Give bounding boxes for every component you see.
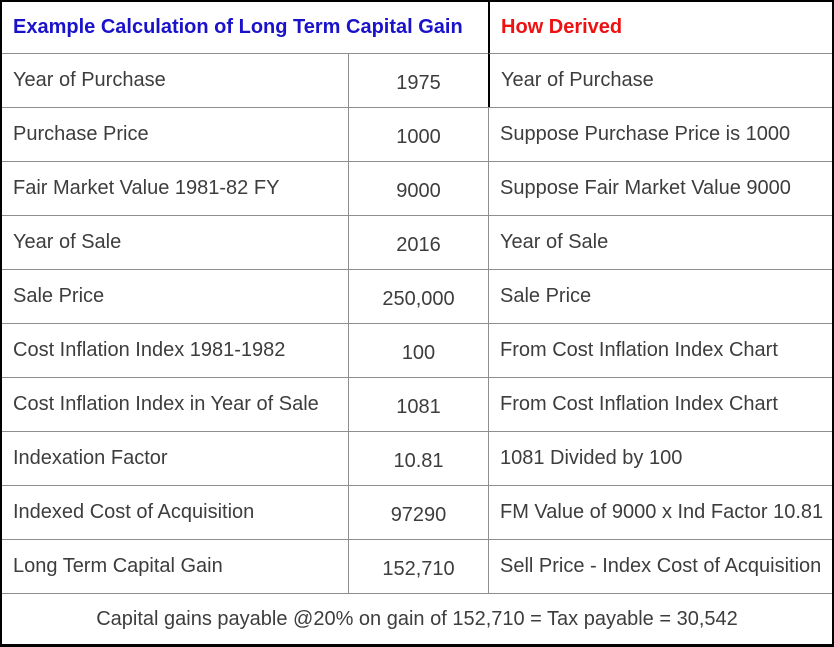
footer-note: Capital gains payable @20% on gain of 15…: [2, 593, 832, 644]
row-derived: Sell Price - Index Cost of Acquisition: [488, 539, 832, 593]
row-label: Fair Market Value 1981-82 FY: [2, 161, 348, 215]
row-value: 9000: [348, 161, 488, 215]
row-value: 250,000: [348, 269, 488, 323]
row-derived: Year of Sale: [488, 215, 832, 269]
row-label: Year of Purchase: [2, 53, 348, 107]
row-label: Indexed Cost of Acquisition: [2, 485, 348, 539]
row-value: 2016: [348, 215, 488, 269]
row-label: Year of Sale: [2, 215, 348, 269]
row-value: 1081: [348, 377, 488, 431]
row-label: Sale Price: [2, 269, 348, 323]
row-value: 100: [348, 323, 488, 377]
row-label: Purchase Price: [2, 107, 348, 161]
row-derived: Suppose Purchase Price is 1000: [488, 107, 832, 161]
row-derived: Year of Purchase: [488, 53, 832, 107]
row-value: 1000: [348, 107, 488, 161]
row-derived: From Cost Inflation Index Chart: [488, 323, 832, 377]
row-label: Cost Inflation Index 1981-1982: [2, 323, 348, 377]
row-derived: Suppose Fair Market Value 9000: [488, 161, 832, 215]
row-value: 97290: [348, 485, 488, 539]
row-derived: From Cost Inflation Index Chart: [488, 377, 832, 431]
row-value: 10.81: [348, 431, 488, 485]
row-derived: 1081 Divided by 100: [488, 431, 832, 485]
row-label: Long Term Capital Gain: [2, 539, 348, 593]
row-value: 1975: [348, 53, 488, 107]
table-title: Example Calculation of Long Term Capital…: [13, 16, 463, 38]
row-derived: Sale Price: [488, 269, 832, 323]
row-value: 152,710: [348, 539, 488, 593]
row-label: Cost Inflation Index in Year of Sale: [2, 377, 348, 431]
how-derived-header: How Derived: [488, 2, 832, 53]
row-derived: FM Value of 9000 x Ind Factor 10.81: [488, 485, 832, 539]
row-label: Indexation Factor: [2, 431, 348, 485]
